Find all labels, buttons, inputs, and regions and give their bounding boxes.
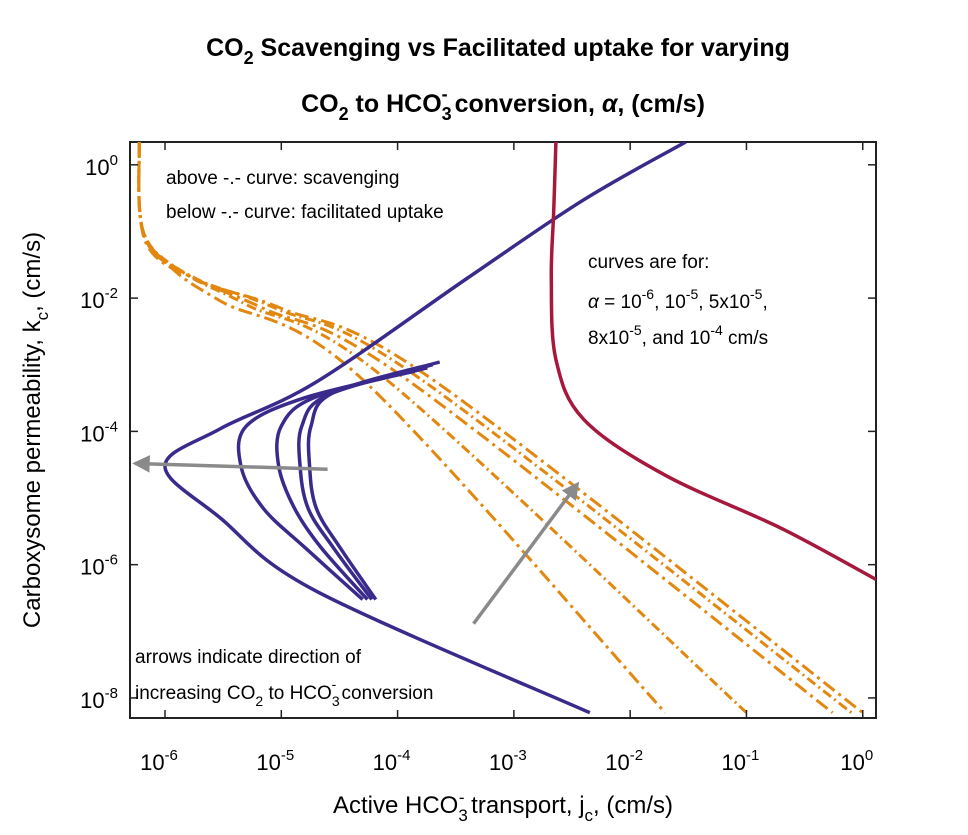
annotation-facilitated: below -.- curve: facilitated uptake <box>166 202 444 223</box>
series-line-7 <box>236 369 416 601</box>
x-tick-label-5: 10-2 <box>605 747 643 775</box>
series-line-5 <box>137 142 864 714</box>
y-tick-label-4: 10-2 <box>80 285 118 313</box>
annotation-scavenging: above -.- curve: scavenging <box>166 168 399 189</box>
series-line-4 <box>137 142 853 714</box>
direction-arrow-1 <box>132 455 328 473</box>
series-layer <box>137 142 876 715</box>
series-line-6 <box>163 142 687 715</box>
tick-layer: 10-6 10-5 10-4 10-3 10-2 10-1 100 10-8 10-6 10-4 1… <box>80 142 876 775</box>
x-tick-label-1: 10-6 <box>140 747 178 775</box>
y-tick-label-2: 10-6 <box>80 552 118 580</box>
plot-area <box>129 141 877 719</box>
x-axis-label: Active HCO3- transport, jc, (cm/s) <box>333 788 673 825</box>
series-line-11 <box>549 142 876 581</box>
y-tick-label-1: 10-8 <box>80 685 118 713</box>
x-tick-label-7: 100 <box>840 747 873 775</box>
annotation-arrows-line2: increasing CO2 to HCO3- conversion <box>135 676 433 709</box>
x-tick-label-3: 10-4 <box>373 747 411 775</box>
y-axis-label: Carboxysome permeability, kc, (cm/s) <box>19 232 52 628</box>
direction-arrow-2 <box>472 481 580 625</box>
chart-title-line2: CO2 to HCO3- conversion, α, (cm/s) <box>301 84 705 124</box>
annotation-curves-title: curves are for: <box>588 252 709 273</box>
annotation-curves-line2: α = 10-6, 10-5, 5x10-5, <box>588 286 768 313</box>
x-tick-label-6: 10-1 <box>722 747 760 775</box>
x-tick-label-4: 10-3 <box>489 747 527 775</box>
series-line-10 <box>306 360 441 601</box>
annotation-curves-line3: 8x10-5, and 10-4 cm/s <box>588 322 768 349</box>
chart-title-line1: CO2 Scavenging vs Facilitated uptake for… <box>206 34 790 68</box>
annotation-arrows-line1: arrows indicate direction of <box>135 647 362 668</box>
y-tick-label-3: 10-4 <box>80 418 118 446</box>
y-tick-label-5: 100 <box>85 152 118 180</box>
x-tick-label-2: 10-5 <box>256 747 294 775</box>
arrow-layer <box>132 455 580 625</box>
